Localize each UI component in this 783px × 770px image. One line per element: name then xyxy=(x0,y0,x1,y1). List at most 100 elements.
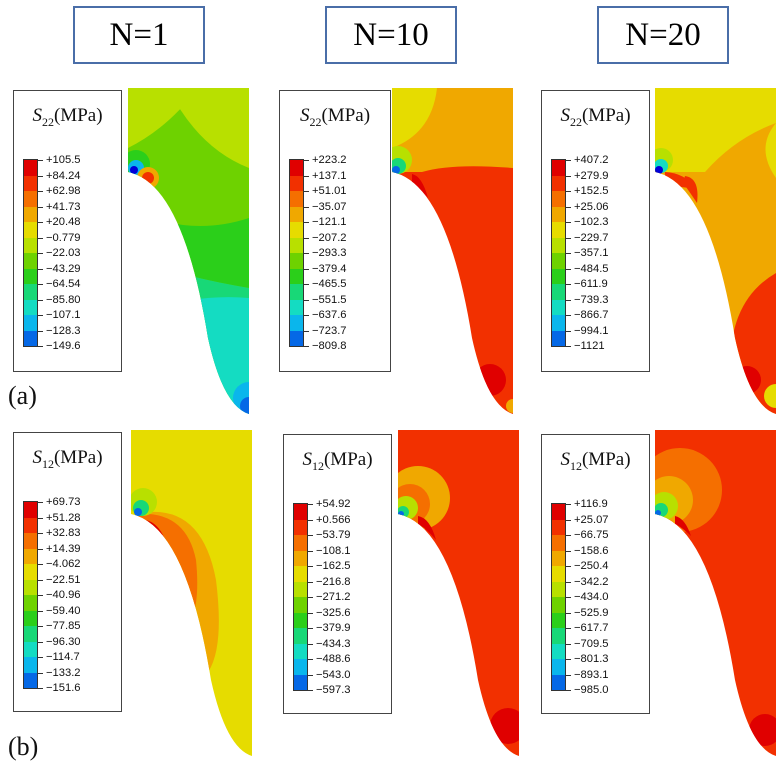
color-swatch xyxy=(552,566,565,582)
tick-label: +51.01 xyxy=(303,185,347,197)
tick-label: −488.6 xyxy=(307,653,351,665)
contour-band xyxy=(142,172,154,184)
contour-band xyxy=(675,516,691,536)
tick-label: +54.92 xyxy=(307,498,351,510)
color-bar xyxy=(551,159,566,347)
color-swatch xyxy=(294,535,307,551)
tick-label: −133.2 xyxy=(37,666,81,679)
color-swatch xyxy=(552,175,565,191)
color-swatch xyxy=(552,160,565,176)
color-swatch xyxy=(24,502,37,518)
tick-label: −250.4 xyxy=(565,560,609,572)
tick-label: +62.98 xyxy=(37,185,81,197)
contour-band xyxy=(655,166,663,174)
contour-bands xyxy=(655,88,776,414)
color-swatch xyxy=(552,191,565,207)
tick-label: −158.6 xyxy=(565,544,609,557)
color-bar xyxy=(23,501,38,689)
color-swatch xyxy=(294,612,307,628)
legend-s22-n10: S22(MPa) +223.2 +137.1 +51.01 −35.07 −121.1 −2… xyxy=(279,90,391,372)
color-swatch xyxy=(24,299,37,315)
color-swatch xyxy=(24,160,37,176)
tick-label: −866.7 xyxy=(565,309,609,321)
color-swatch xyxy=(552,550,565,566)
color-swatch xyxy=(24,657,37,673)
color-swatch xyxy=(24,268,37,284)
color-swatch xyxy=(24,579,37,595)
tick-label: −637.6 xyxy=(303,309,347,321)
color-swatch xyxy=(290,284,303,300)
contour-band xyxy=(765,123,776,178)
color-swatch xyxy=(24,564,37,580)
contour-band xyxy=(130,166,138,174)
tick-label: −96.30 xyxy=(37,635,81,648)
contour-band xyxy=(128,88,198,148)
legend-title: S12(MPa) xyxy=(560,449,631,473)
color-swatch xyxy=(290,315,303,331)
color-swatch xyxy=(294,566,307,582)
tick-label: −271.2 xyxy=(307,591,351,603)
color-bar xyxy=(293,503,308,691)
header-n10: N=10 xyxy=(325,6,457,64)
tick-label: −611.9 xyxy=(565,278,608,290)
color-swatch xyxy=(290,237,303,253)
color-swatch xyxy=(294,643,307,659)
tick-label: +69.73 xyxy=(37,496,81,508)
tick-label: −114.7 xyxy=(37,651,80,663)
tick-label: −0.779 xyxy=(37,231,81,244)
color-swatch xyxy=(24,191,37,207)
legend-title: S12(MPa) xyxy=(302,449,373,473)
color-swatch xyxy=(294,674,307,690)
contour-band xyxy=(168,88,249,168)
contour-band xyxy=(683,176,698,203)
tick-label: −216.8 xyxy=(307,575,351,588)
tick-label: −121.1 xyxy=(303,216,347,228)
contour-bands xyxy=(392,88,513,414)
color-swatch xyxy=(294,581,307,597)
tick-label: −85.80 xyxy=(37,293,81,306)
contour-bands xyxy=(131,430,252,756)
contour-band xyxy=(392,88,437,148)
color-swatch xyxy=(290,299,303,315)
contour-s22-n10 xyxy=(392,88,513,414)
tick-label: −22.51 xyxy=(37,573,81,586)
contour-band xyxy=(506,399,513,413)
tick-label: −597.3 xyxy=(307,684,351,696)
color-swatch xyxy=(24,222,37,238)
tick-label: −551.5 xyxy=(303,293,347,306)
contour-s22-n20 xyxy=(655,88,776,414)
color-swatch xyxy=(24,626,37,642)
tick-label: −108.1 xyxy=(307,544,351,557)
color-swatch xyxy=(24,595,37,611)
tick-label: −617.7 xyxy=(565,622,609,634)
tick-label: −43.29 xyxy=(37,262,81,275)
color-swatch xyxy=(24,533,37,549)
contour-band xyxy=(655,88,776,172)
legend-s22-n20: S22(MPa) +407.2 +279.9 +152.5 +25.06 −102.3 −2… xyxy=(541,90,650,372)
tick-label: +41.73 xyxy=(37,200,81,213)
color-swatch xyxy=(294,628,307,644)
contour-bands xyxy=(655,430,776,756)
color-swatch xyxy=(24,672,37,688)
row-label-a: (a) xyxy=(8,381,37,410)
contour-band xyxy=(655,503,668,517)
color-swatch xyxy=(24,517,37,533)
color-swatch xyxy=(290,253,303,269)
contour-band xyxy=(134,508,142,516)
color-swatch xyxy=(552,597,565,613)
tick-label: −40.96 xyxy=(37,589,81,601)
color-swatch xyxy=(24,641,37,657)
tick-label: +105.5 xyxy=(37,154,81,166)
contour-s12-n1 xyxy=(131,430,252,756)
color-swatch xyxy=(294,504,307,520)
color-swatch xyxy=(552,315,565,331)
tick-label: −325.6 xyxy=(307,606,351,619)
color-swatch xyxy=(290,191,303,207)
legend-s12-n1: S12(MPa) +69.73 +51.28 +32.83 +14.39 −4.062 −2… xyxy=(13,432,122,712)
tick-label: −739.3 xyxy=(565,293,609,306)
tick-label: +20.48 xyxy=(37,216,81,228)
color-swatch xyxy=(552,237,565,253)
color-swatch xyxy=(24,175,37,191)
color-swatch xyxy=(552,659,565,675)
tick-label: +116.9 xyxy=(565,498,608,510)
